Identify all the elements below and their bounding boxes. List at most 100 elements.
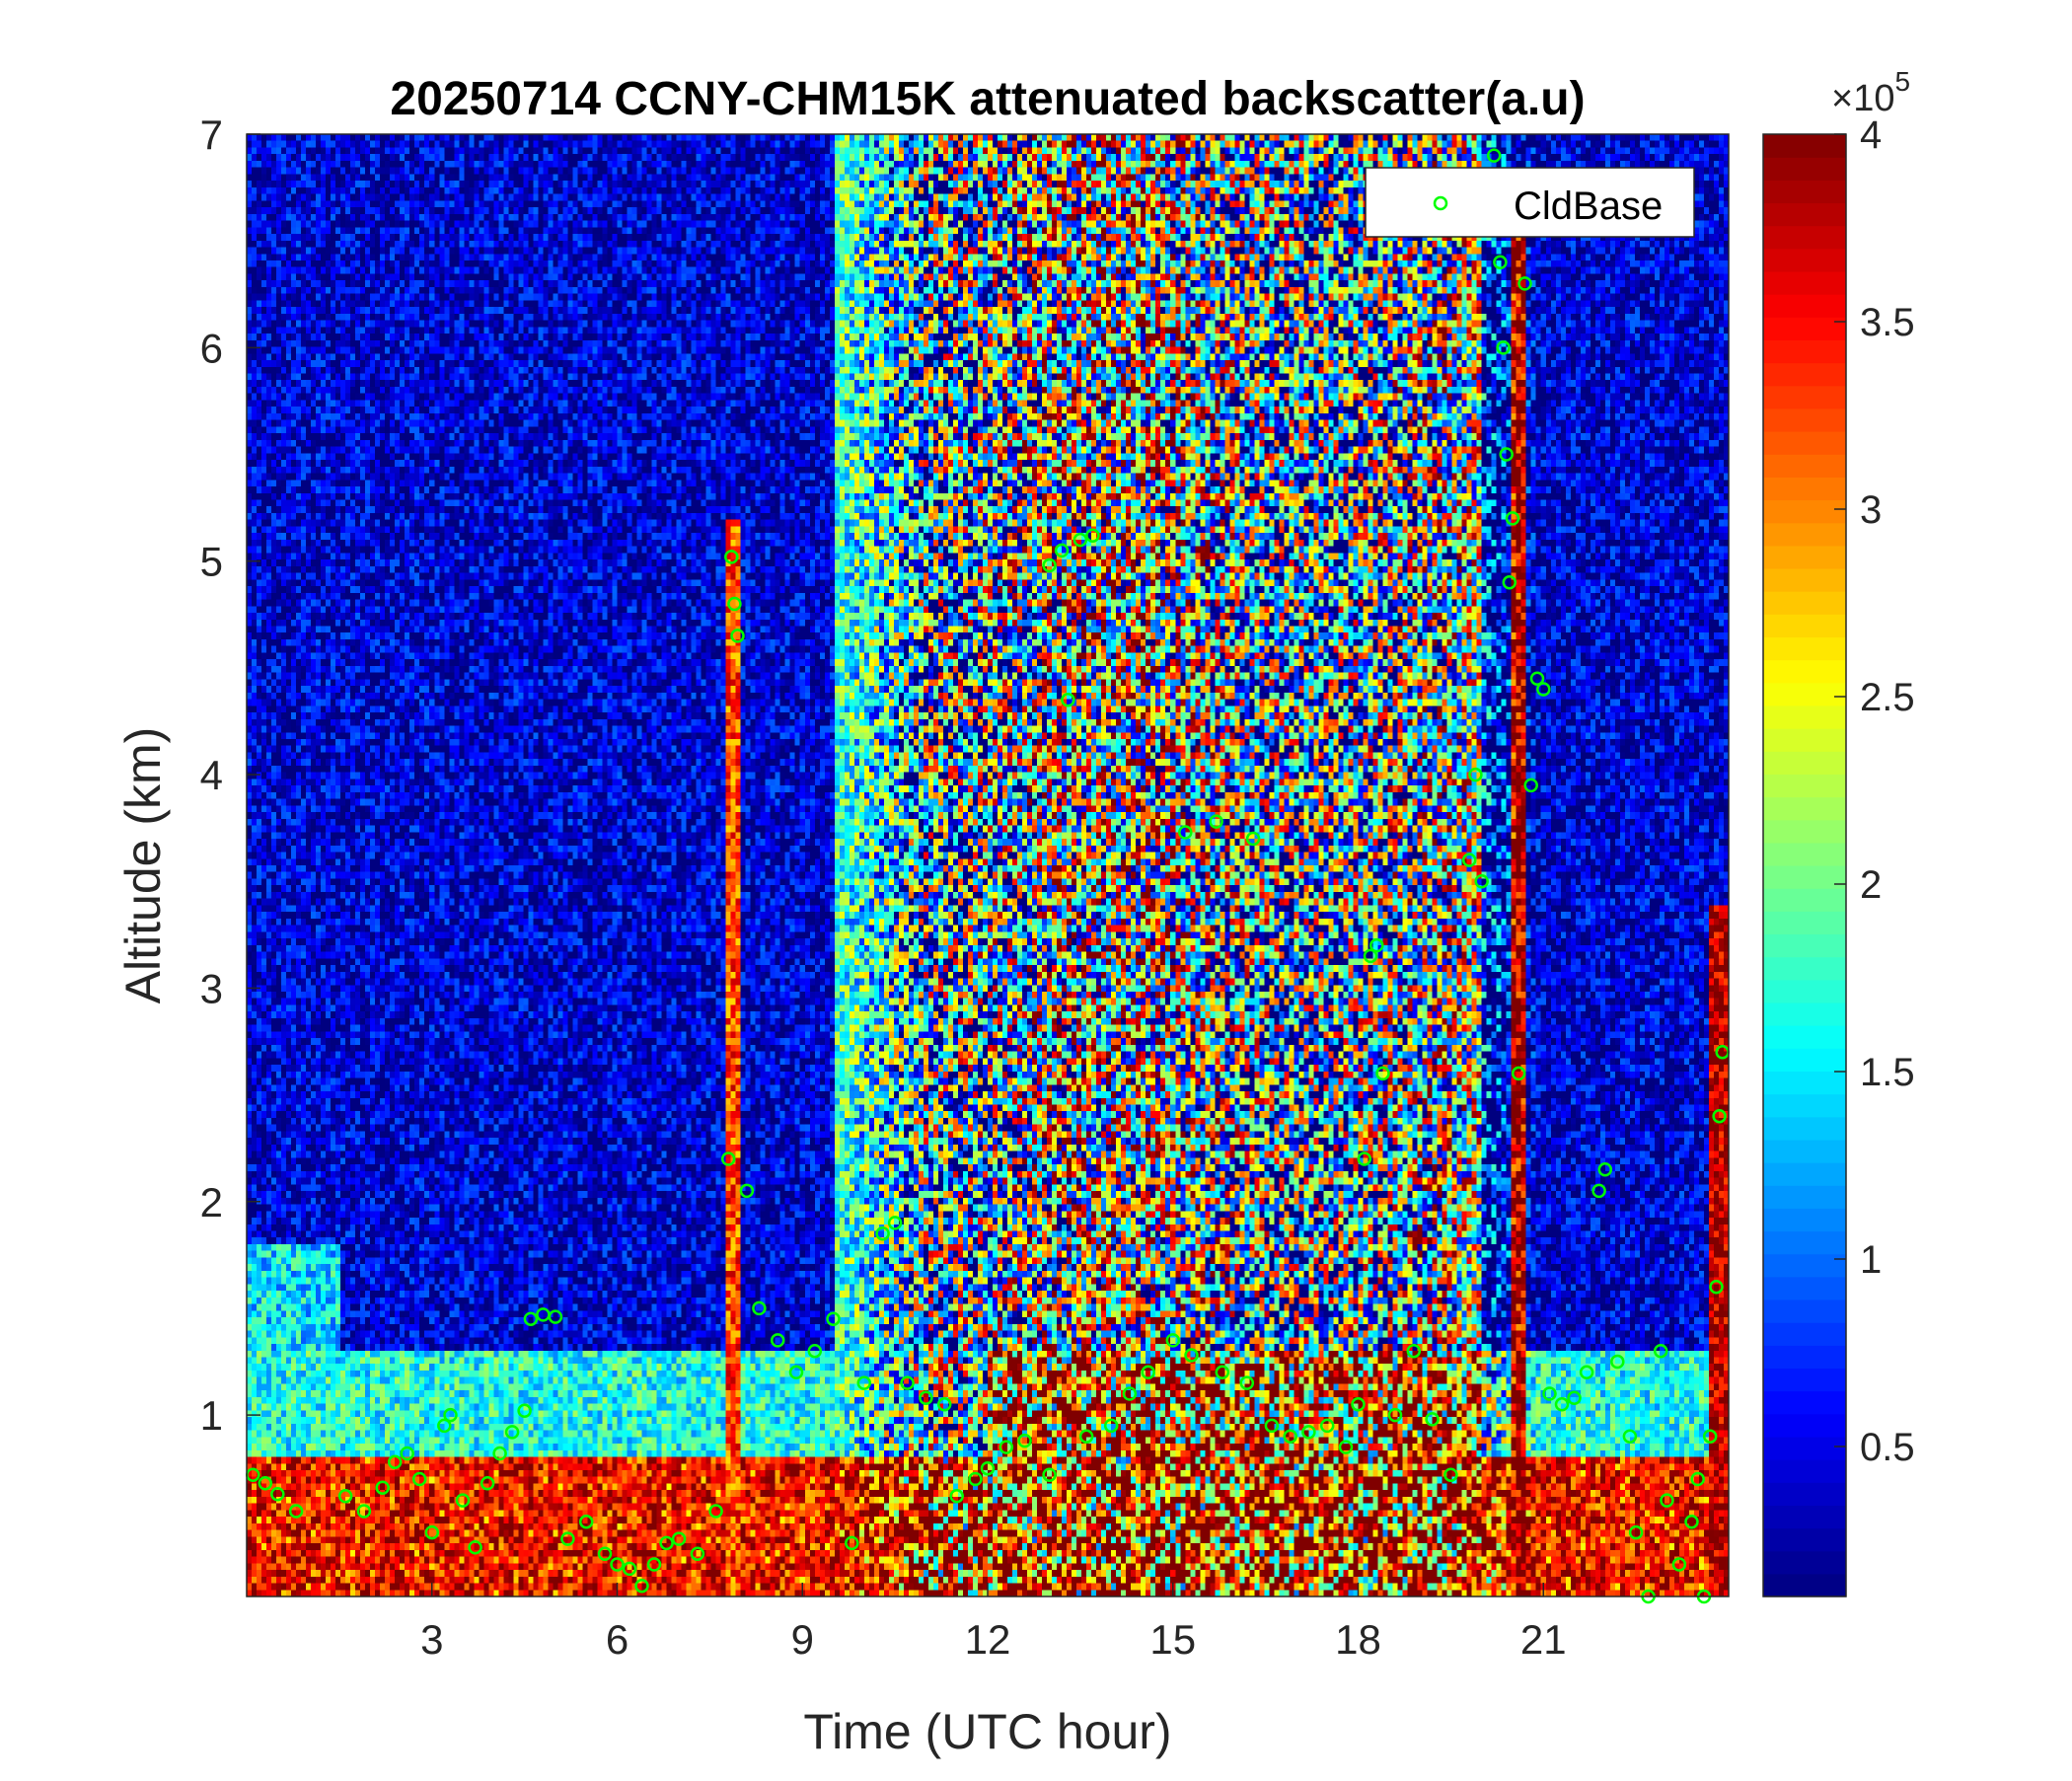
colorbar-step [1763,499,1846,524]
x-axis: 3 6 9 12 15 18 21 [420,1583,1567,1663]
colorbar-step [1763,1573,1846,1597]
colorbar-step [1763,1368,1846,1392]
colorbar-step [1763,1048,1846,1073]
colorbar-step [1763,956,1846,981]
cloud-base-point [1264,1418,1280,1434]
cloud-base-point [1165,1333,1181,1348]
cloud-base-point [1209,814,1223,829]
x-tick-label: 21 [1520,1616,1567,1663]
colorbar-step [1763,202,1846,227]
colorbar-step [1763,1436,1846,1460]
cloud-base-point [1122,1386,1138,1401]
colorbar-step [1763,248,1846,272]
cloud-base-point [437,1418,452,1434]
colorbar-step [1763,614,1846,638]
x-tick-label: 15 [1149,1616,1196,1663]
cloud-base-point [1357,1151,1372,1166]
colorbar-step [1763,522,1846,547]
colorbar-step [1763,1276,1846,1300]
cloud-base-point [1301,1425,1316,1440]
colorbar-step [1763,431,1846,455]
cloud-base-point [480,1476,495,1491]
cloud-base-point [1567,1390,1582,1406]
cloud-base-point [1653,1343,1668,1359]
cloud-base-point [1387,1407,1403,1423]
cloud-base-point [1369,937,1384,953]
x-tick-label: 6 [606,1616,629,1663]
colorbar-step [1763,1071,1846,1095]
cloud-base-point [1073,532,1088,548]
cloud-base-point [1622,1429,1638,1444]
colorbar-step [1763,1116,1846,1141]
x-tick-label: 3 [420,1616,443,1663]
cloud-base-point [1474,873,1489,889]
cloud-base-point [517,1403,532,1419]
cloud-base-point [1712,1108,1727,1124]
cloud-base-point [646,1557,662,1572]
colorbar-step [1763,1482,1846,1506]
colorbar-step [1763,1253,1846,1278]
colorbar-tick-label: 4 [1860,113,1882,157]
cloud-base-point [1042,1467,1057,1482]
cloud-base-point [968,1471,983,1487]
cloud-base-point [1554,1397,1570,1412]
y-tick-label: 7 [200,111,223,158]
colorbar-step [1763,1527,1846,1552]
cloud-base-point [980,1460,996,1476]
y-axis: 1 2 3 4 5 6 7 [200,111,260,1439]
colorbar-step [1763,1390,1846,1415]
cloud-base-point [1363,948,1378,964]
cloud-base-point [875,1225,890,1241]
colorbar-step [1763,339,1846,364]
x-axis-label: Time (UTC hour) [803,1704,1171,1759]
y-axis-label: Altitude (km) [115,727,171,1004]
cloud-base-point [578,1515,594,1529]
cloud-base-point [468,1539,482,1555]
cloud-base-point [1141,1365,1155,1380]
cloud-base-point [492,1446,507,1461]
colorbar-step [1763,1459,1846,1483]
heatmap-raster [247,134,1729,1596]
colorbar-step [1763,317,1846,341]
cloud-base-point [1085,528,1100,543]
cloud-base-point [1215,1365,1230,1380]
cloud-base-point [1709,1280,1724,1295]
colorbar-step [1763,751,1846,775]
y-tick-label: 4 [200,752,223,798]
cloud-base-point [1319,1418,1335,1434]
cloud-base-point [730,629,745,643]
colorbar-step [1763,270,1846,295]
y-tick-label: 3 [200,965,223,1011]
colorbar-tick-label: 1.5 [1860,1051,1915,1094]
colorbar-step [1763,1025,1846,1049]
cloud-base-point [387,1454,403,1469]
cloud-base-point [1443,1467,1458,1482]
colorbar-step [1763,865,1846,889]
cloud-base-point [1536,682,1551,697]
cloud-base-point [739,1183,755,1199]
legend[interactable]: CldBase [1365,167,1695,238]
cloud-base-point [400,1446,414,1461]
backscatter-heatmap [247,134,1729,1596]
legend-entry-cldbase: CldBase [1514,185,1663,228]
cloud-base-point [1542,1386,1557,1401]
cloud-base-point [288,1504,304,1519]
cloud-base-point [1283,1429,1297,1444]
cloud-base-point [1502,575,1517,590]
cloud-base-point [375,1480,390,1495]
cloud-base-point [1523,778,1538,793]
colorbar-step [1763,454,1846,478]
cloud-base-point [258,1476,273,1491]
colorbar-step [1763,796,1846,821]
colorbar-step [1763,567,1846,592]
colorbar-step [1763,477,1846,501]
cloud-base-point [1017,1433,1032,1448]
colorbar-step [1763,819,1846,844]
colorbar-step [1763,157,1846,181]
colorbar-step [1763,1208,1846,1232]
colorbar-step [1763,1505,1846,1529]
cloud-base-point [1511,1066,1526,1081]
legend-marker-icon [1433,195,1448,211]
cloud-base-point [1628,1524,1644,1540]
